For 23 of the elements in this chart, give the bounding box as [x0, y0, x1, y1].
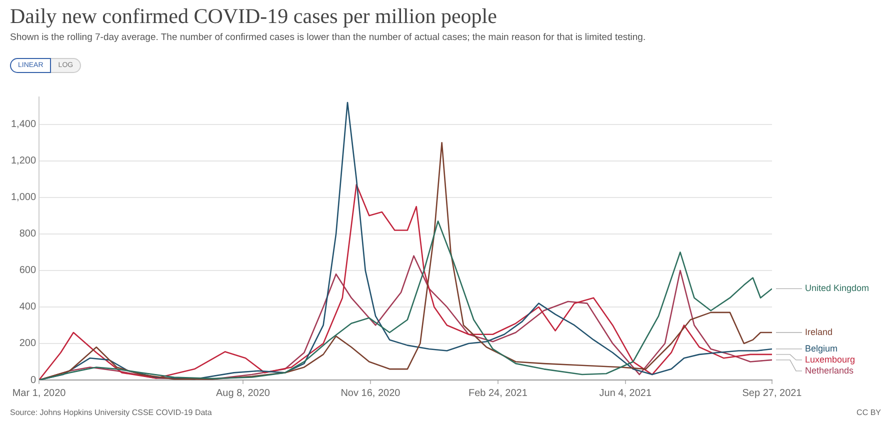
y-tick-label: 200	[19, 338, 36, 350]
x-tick-label: Sep 27, 2021	[742, 388, 802, 399]
text: Belgium	[805, 343, 838, 354]
text: United Kingdom	[805, 283, 870, 294]
y-tick-label: 400	[19, 302, 36, 313]
y-tick-label: 0	[30, 374, 36, 386]
source-note: Source: Johns Hopkins University CSSE COVID-19 Data	[10, 408, 212, 417]
x-tick-label: Aug 8, 2020	[216, 388, 270, 399]
y-tick-label: 600	[19, 265, 36, 276]
y-tick-label: 800	[19, 228, 36, 240]
x-tick-label: Mar 1, 2020	[12, 388, 66, 399]
x-tick-label: Feb 24, 2021	[468, 388, 528, 399]
x-tick-label: Nov 16, 2020	[340, 388, 401, 399]
x-tick-label: Jun 4, 2021	[599, 388, 652, 399]
y-tick-label: 1,000	[10, 192, 36, 204]
text: Luxembourg	[805, 354, 856, 364]
text: Ireland	[805, 327, 833, 338]
y-tick-label: 1,400	[10, 119, 36, 130]
y-tick-label: 1,200	[10, 156, 36, 167]
chart-subtitle: Shown is the rolling 7-day average. The number of confirmed cases is lower than the number of actual cases; the main reason for that is limited testing.	[10, 32, 647, 43]
text: CC BY	[856, 408, 881, 417]
text: Netherlands	[805, 365, 854, 376]
chart-title: Daily new confirmed COVID-19 cases per million people	[10, 4, 497, 29]
